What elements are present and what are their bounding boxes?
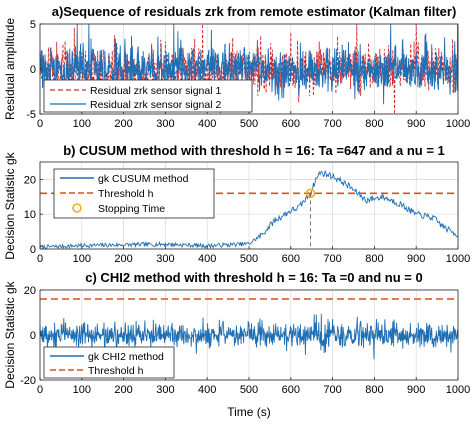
x-tick-label: 400	[198, 253, 216, 265]
x-tick-label: 600	[282, 253, 300, 265]
panel-a-y-ticks: 5 0 -5	[26, 19, 43, 121]
legend-marker-stopping	[72, 203, 82, 213]
x-tick-label: 0	[37, 253, 43, 265]
x-tick-label: 100	[73, 384, 91, 396]
series-line-gk-cusum-method	[39, 169, 459, 250]
x-tick-label: 600	[282, 118, 300, 130]
legend-label-chi2: gk CHI2 method	[88, 351, 164, 363]
y-tick-label: 0	[30, 330, 36, 342]
x-tick-label: 400	[198, 384, 216, 396]
x-tick-label: 100	[73, 118, 91, 130]
x-tick-label: 700	[323, 118, 341, 130]
panel-b-legend: gk CUSUM method Threshold h Stopping Tim…	[53, 168, 215, 219]
panel-c: c) CHI2 method with threshold h = 16: Ta…	[3, 270, 470, 419]
x-tick-label: 0	[37, 118, 43, 130]
panel-a-legend: Residual zrk sensor signal 1 Residual zr…	[43, 79, 253, 113]
x-tick-label: 800	[365, 384, 383, 396]
y-tick-label: 5	[30, 19, 36, 31]
x-tick-label: 300	[156, 118, 174, 130]
x-tick-label: 900	[407, 253, 425, 265]
panel-b-ylabel: Decision Statistic gk	[3, 151, 17, 259]
legend-label-threshold-c: Threshold h	[88, 365, 144, 377]
panel-a-x-ticks: 0 100 200 300 400 500 600 700 800 900 1000	[37, 111, 470, 130]
x-tick-label: 700	[323, 384, 341, 396]
x-tick-label: 100	[73, 253, 91, 265]
panel-a-ylabel: Residual amplitude	[3, 18, 17, 120]
x-tick-label: 0	[37, 384, 43, 396]
panel-c-title: c) CHI2 method with threshold h = 16: Ta…	[85, 270, 422, 285]
panel-c-legend: gk CHI2 method Threshold h	[43, 346, 175, 379]
x-tick-label: 400	[198, 118, 216, 130]
y-tick-label: -20	[20, 375, 36, 387]
y-tick-label: 0	[30, 64, 36, 76]
x-tick-label: 900	[407, 118, 425, 130]
legend-label-signal-1: Residual zrk sensor signal 1	[90, 85, 221, 97]
y-tick-label: 10	[24, 209, 36, 221]
x-tick-label: 600	[282, 384, 300, 396]
x-tick-label: 300	[156, 384, 174, 396]
x-tick-label: 200	[114, 253, 132, 265]
legend-label-signal-2: Residual zrk sensor signal 2	[90, 99, 221, 111]
x-tick-label: 500	[240, 118, 258, 130]
x-tick-label: 700	[323, 253, 341, 265]
x-tick-label: 500	[240, 384, 258, 396]
panel-a: a)Sequence of residuals zrk from remote …	[3, 4, 470, 130]
x-tick-label: 900	[407, 384, 425, 396]
x-tick-label: 800	[365, 118, 383, 130]
y-tick-label: 20	[24, 285, 36, 297]
legend-label-cusum: gk CUSUM method	[98, 173, 189, 185]
y-tick-label: 20	[24, 174, 36, 186]
panel-c-series	[39, 298, 459, 360]
panel-c-ylabel: Decision Statistic gk	[3, 280, 17, 388]
x-tick-label: 200	[114, 384, 132, 396]
x-tick-label: 1000	[446, 253, 470, 265]
panel-c-y-ticks: 20 0 -20	[20, 285, 43, 387]
series-line-gk-chi2-method	[39, 313, 459, 360]
x-tick-label: 300	[156, 253, 174, 265]
panel-c-x-ticks: 0 100 200 300 400 500 600 700 800 900 1000	[37, 377, 470, 396]
legend-label-threshold-b: Threshold h	[98, 188, 154, 200]
x-tick-label: 1000	[446, 118, 470, 130]
x-tick-label: 200	[114, 118, 132, 130]
panel-a-title: a)Sequence of residuals zrk from remote …	[52, 4, 457, 19]
panel-c-xlabel: Time (s)	[227, 405, 271, 419]
panel-b-title: b) CUSUM method with threshold h = 16: T…	[63, 143, 445, 158]
stopping-time-marker	[305, 188, 316, 199]
x-tick-label: 500	[240, 253, 258, 265]
y-tick-label: 0	[30, 244, 36, 256]
panel-b-x-ticks: 0 100 200 300 400 500 600 700 800 900 1000	[37, 246, 470, 265]
y-tick-label: -5	[26, 109, 36, 121]
panel-b-y-ticks: 20 10 0	[24, 174, 43, 256]
x-tick-label: 1000	[446, 384, 470, 396]
legend-label-stopping: Stopping Time	[98, 203, 165, 215]
panel-b: b) CUSUM method with threshold h = 16: T…	[3, 143, 470, 265]
x-tick-label: 800	[365, 253, 383, 265]
